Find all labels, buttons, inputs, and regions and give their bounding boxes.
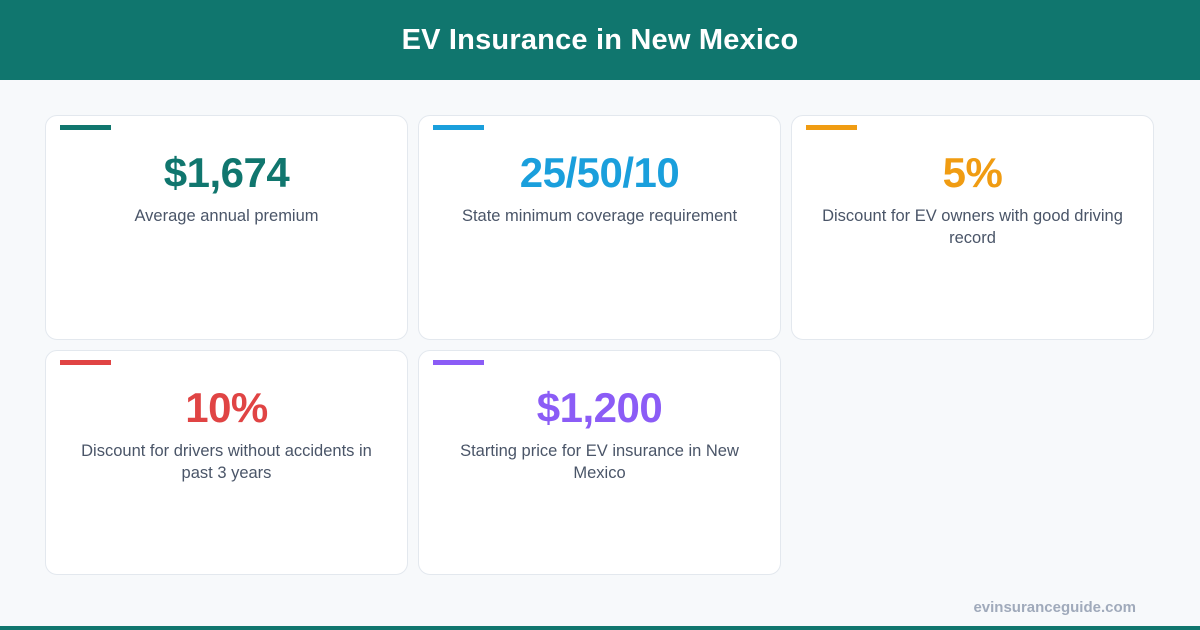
stat-value: $1,674	[163, 149, 290, 196]
stat-card-minimum-coverage: 25/50/10 State minimum coverage requirem…	[418, 115, 781, 340]
stat-value: 25/50/10	[519, 149, 680, 196]
accent-bar	[60, 125, 111, 130]
stat-card-accident-free-discount: 10% Discount for drivers without acciden…	[45, 350, 408, 575]
header-banner: EV Insurance in New Mexico	[0, 0, 1200, 80]
stat-label: Discount for drivers without accidents i…	[81, 442, 372, 482]
stat-card-good-driver-discount: 5% Discount for EV owners with good driv…	[791, 115, 1154, 340]
stat-value: 5%	[942, 149, 1003, 196]
stat-label: Starting price for EV insurance in New M…	[460, 442, 739, 482]
stat-label: Average annual premium	[134, 207, 319, 225]
stat-label: State minimum coverage requirement	[461, 207, 738, 225]
stat-value: $1,200	[536, 384, 663, 431]
stat-card-starting-price: $1,200 Starting price for EV insurance i…	[418, 350, 781, 575]
accent-bar	[433, 360, 484, 365]
stat-card-average-premium: $1,674 Average annual premium	[45, 115, 408, 340]
stat-label: Discount for EV owners with good driving…	[822, 207, 1123, 247]
accent-bar	[433, 125, 484, 130]
stat-value: 10%	[185, 384, 268, 431]
accent-bar	[806, 125, 857, 130]
page-title: EV Insurance in New Mexico	[401, 23, 799, 56]
site-attribution: evinsuranceguide.com	[973, 599, 1136, 616]
bottom-accent-strip	[0, 626, 1200, 630]
accent-bar	[60, 360, 111, 365]
